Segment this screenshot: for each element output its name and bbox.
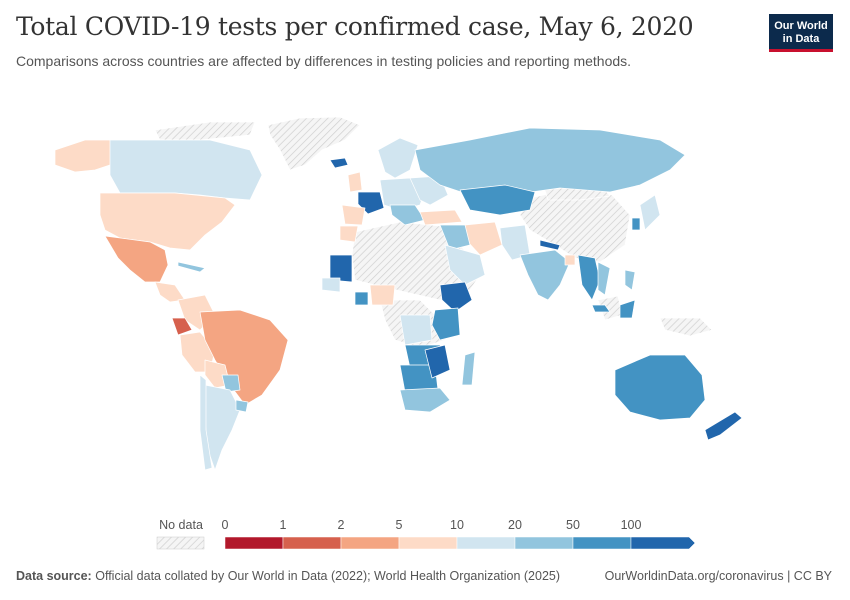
scandinavia[interactable] bbox=[377, 137, 419, 179]
south-africa[interactable] bbox=[399, 387, 451, 413]
ecuador[interactable] bbox=[171, 317, 193, 336]
brazil[interactable] bbox=[199, 309, 289, 406]
saudi-arabia[interactable] bbox=[444, 244, 486, 286]
legend-bin-1-2[interactable] bbox=[282, 536, 342, 550]
legend-tick-1: 1 bbox=[280, 518, 287, 532]
central-america[interactable] bbox=[154, 281, 186, 303]
legend-tick-100: 100 bbox=[621, 518, 642, 532]
australia[interactable] bbox=[614, 354, 706, 421]
paraguay[interactable] bbox=[221, 374, 241, 393]
japan[interactable] bbox=[639, 194, 661, 231]
legend-tick-0: 0 bbox=[222, 518, 229, 532]
drc[interactable] bbox=[399, 314, 433, 346]
united-states[interactable] bbox=[99, 192, 236, 251]
turkey[interactable] bbox=[419, 209, 463, 226]
uruguay[interactable] bbox=[235, 399, 249, 413]
kenya-tanzania[interactable] bbox=[431, 307, 461, 341]
legend-bin-2-5[interactable] bbox=[340, 536, 400, 550]
senegal-guinea[interactable] bbox=[321, 277, 341, 293]
bangladesh[interactable] bbox=[564, 254, 576, 266]
indonesia-papua[interactable] bbox=[659, 317, 713, 337]
legend-tick-5: 5 bbox=[396, 518, 403, 532]
footer-source-label: Data source: bbox=[16, 569, 92, 583]
morocco[interactable] bbox=[339, 225, 359, 243]
footer-source: Data source: Official data collated by O… bbox=[16, 569, 560, 583]
logo-line-1: Our World bbox=[774, 20, 828, 32]
legend-bin-10-20[interactable] bbox=[456, 536, 516, 550]
legend-tick-2: 2 bbox=[338, 518, 345, 532]
legend-bin-100+[interactable] bbox=[630, 536, 696, 550]
spain-portugal[interactable] bbox=[341, 204, 366, 226]
chile[interactable] bbox=[199, 374, 213, 471]
arctic-islands[interactable] bbox=[154, 121, 256, 141]
legend-no-data-label: No data bbox=[159, 518, 203, 532]
world-map[interactable] bbox=[0, 85, 850, 505]
myanmar-thailand[interactable] bbox=[577, 254, 601, 301]
footer-url[interactable]: OurWorldinData.org/coronavirus | CC BY bbox=[604, 569, 832, 583]
zimbabwe-mozambique[interactable] bbox=[424, 344, 451, 379]
legend-no-data-swatch[interactable] bbox=[156, 536, 205, 550]
greenland[interactable] bbox=[267, 116, 361, 171]
nepal[interactable] bbox=[539, 239, 561, 251]
philippines[interactable] bbox=[624, 269, 636, 291]
legend-tick-10: 10 bbox=[450, 518, 464, 532]
ethiopia[interactable] bbox=[439, 281, 473, 313]
vietnam[interactable] bbox=[597, 261, 611, 296]
legend-bin-50-100[interactable] bbox=[572, 536, 632, 550]
legend: No data 0 1 2 5 10 20 50 100 bbox=[0, 510, 850, 555]
kazakhstan[interactable] bbox=[459, 184, 536, 216]
footer-source-text: Official data collated by Our World in D… bbox=[95, 569, 561, 583]
balkans-italy[interactable] bbox=[389, 204, 426, 226]
korea[interactable] bbox=[631, 217, 641, 231]
new-zealand[interactable] bbox=[704, 411, 743, 441]
iran[interactable] bbox=[464, 221, 503, 256]
logo-line-2: in Data bbox=[782, 33, 820, 45]
cuba[interactable] bbox=[177, 261, 206, 273]
owid-logo[interactable]: Our World in Data bbox=[769, 14, 833, 52]
sulawesi[interactable] bbox=[619, 299, 636, 319]
nigeria[interactable] bbox=[369, 284, 396, 306]
russia[interactable] bbox=[414, 127, 686, 196]
malaysia[interactable] bbox=[591, 304, 611, 313]
chart-title: Total COVID-19 tests per confirmed case,… bbox=[16, 12, 694, 41]
middle-east[interactable] bbox=[439, 224, 471, 251]
legend-tick-20: 20 bbox=[508, 518, 522, 532]
legend-bin-5-10[interactable] bbox=[398, 536, 458, 550]
mauritania[interactable] bbox=[329, 254, 353, 283]
iceland[interactable] bbox=[329, 157, 349, 169]
chart-subtitle: Comparisons across countries are affecte… bbox=[16, 53, 632, 69]
ghana-ivory-coast[interactable] bbox=[354, 291, 369, 306]
india[interactable] bbox=[519, 249, 571, 301]
legend-bin-0-1[interactable] bbox=[224, 536, 284, 550]
legend-graphic: No data 0 1 2 5 10 20 50 100 bbox=[156, 518, 696, 550]
madagascar[interactable] bbox=[461, 351, 476, 386]
legend-bin-20-50[interactable] bbox=[514, 536, 574, 550]
mexico[interactable] bbox=[104, 235, 169, 283]
uk-ireland[interactable] bbox=[347, 171, 363, 193]
canada[interactable] bbox=[109, 139, 263, 201]
legend-tick-50: 50 bbox=[566, 518, 580, 532]
